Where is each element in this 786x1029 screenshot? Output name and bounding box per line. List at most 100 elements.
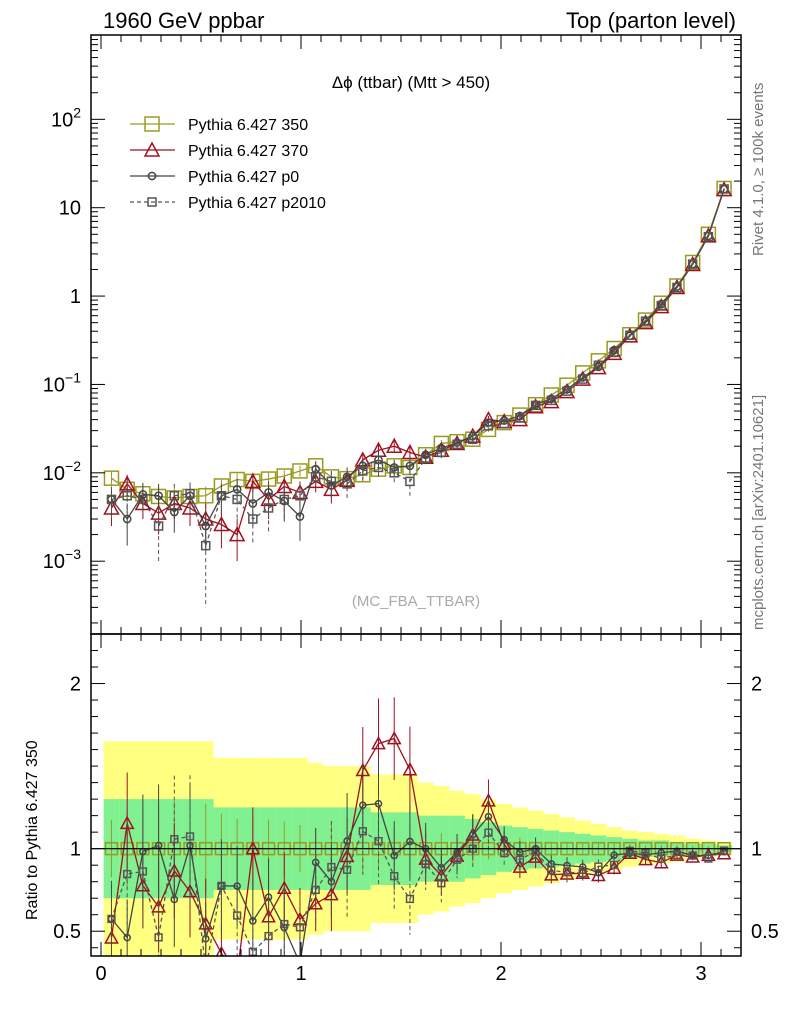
data-point-pythia-6-427-p2010 — [405, 476, 415, 487]
ratio-point-pythia-6-427-p2010 — [452, 855, 462, 864]
data-point-pythia-6-427-p2010 — [279, 494, 290, 505]
ratio-point-pythia-6-427-p2010 — [704, 854, 713, 863]
y-tick-label: 10−1 — [43, 369, 81, 396]
axes — [90, 34, 742, 957]
series-line-pythia-6-427-p2010 — [111, 188, 725, 548]
ratio-point-pythia-6-427-370 — [371, 735, 386, 750]
ratio-point-pythia-6-427-370 — [638, 851, 653, 866]
data-point-pythia-6-427-p2010 — [562, 386, 572, 396]
data-point-pythia-6-427-p2010 — [420, 453, 431, 464]
ratio-point-pythia-6-427-370 — [512, 859, 528, 873]
ratio-point-pythia-6-427-p2010 — [531, 847, 540, 856]
data-point-pythia-6-427-p2010 — [719, 184, 729, 194]
data-point-pythia-6-427-p2010 — [468, 434, 478, 444]
ratio-point-pythia-6-427-370 — [386, 730, 402, 745]
y-tick-label: 10−2 — [43, 458, 81, 485]
ratio-point-pythia-6-427-p2010 — [295, 923, 305, 932]
ratio-point-pythia-6-427-370 — [215, 945, 228, 956]
data-point-pythia-6-427-p2010 — [216, 491, 227, 501]
main-plot-marks — [103, 180, 733, 608]
ratio-point-pythia-6-427-p2010 — [515, 855, 525, 864]
ratio-line-pythia-6-427-370 — [110, 737, 725, 956]
ratio-y-tick-label-right: 1 — [751, 839, 762, 861]
data-point-pythia-6-427-p2010 — [452, 439, 462, 450]
legend-marker-pythia-6-427-350 — [144, 116, 160, 132]
ratio-point-pythia-6-427-p2010 — [688, 851, 697, 860]
ratio-point-pythia-6-427-370 — [119, 815, 135, 830]
data-point-pythia-6-427-350 — [637, 312, 654, 328]
data-point-pythia-6-427-p0 — [232, 485, 242, 494]
ratio-point-pythia-6-427-p2010 — [641, 849, 650, 858]
ratio-point-pythia-6-427-p0 — [610, 851, 618, 859]
series-line-pythia-6-427-350 — [111, 188, 725, 499]
data-point-pythia-6-427-370 — [118, 475, 136, 491]
data-point-pythia-6-427-p2010 — [122, 491, 132, 501]
ratio-point-pythia-6-427-p2010 — [107, 914, 116, 924]
data-point-pythia-6-427-350 — [197, 488, 214, 504]
ratio-point-pythia-6-427-p2010 — [609, 860, 619, 870]
legend-marker-pythia-6-427-p0 — [147, 171, 157, 181]
data-point-pythia-6-427-p2010 — [169, 491, 180, 501]
ratio-point-pythia-6-427-p2010 — [123, 869, 132, 879]
ratio-point-pythia-6-427-p2010 — [358, 827, 367, 836]
data-point-pythia-6-427-p2010 — [687, 259, 698, 269]
ratio-point-pythia-6-427-p2010 — [625, 846, 634, 856]
ratio-point-pythia-6-427-p2010 — [594, 862, 603, 871]
data-point-pythia-6-427-350 — [684, 254, 701, 271]
data-point-pythia-6-427-p2010 — [577, 374, 588, 384]
ratio-point-pythia-6-427-p2010 — [547, 866, 556, 875]
ratio-point-pythia-6-427-p2010 — [405, 894, 415, 904]
data-point-pythia-6-427-p2010 — [593, 360, 604, 370]
data-point-pythia-6-427-p2010 — [546, 395, 557, 406]
ratio-point-pythia-6-427-p0 — [406, 837, 414, 846]
ratio-y-tick-label-right: 0.5 — [751, 921, 779, 943]
legend-label-pythia-6-427-p2010: Pythia 6.427 p2010 — [188, 195, 326, 212]
data-point-pythia-6-427-p0 — [138, 490, 148, 499]
ratio-point-pythia-6-427-p2010 — [185, 832, 195, 841]
data-point-pythia-6-427-370 — [401, 443, 419, 460]
x-tick-label: 0 — [95, 963, 106, 985]
data-point-pythia-6-427-p2010 — [200, 540, 211, 551]
data-point-pythia-6-427-p0 — [122, 514, 132, 524]
tick-labels: 0 1 2 3 102 10 1 10−1 10−2 10−3 2 2 1 1 0.5 0.5 — [43, 104, 779, 985]
data-point-pythia-6-427-p2010 — [530, 400, 541, 411]
data-point-pythia-6-427-370 — [150, 504, 167, 520]
data-point-pythia-6-427-p2010 — [499, 418, 509, 429]
data-point-pythia-6-427-370 — [244, 472, 262, 489]
watermark: (MC_FBA_TTBAR) — [352, 593, 480, 610]
ratio-point-pythia-6-427-p2010 — [154, 933, 163, 942]
ratio-y-axis-label: Ratio to Pythia 6.427 350 — [24, 740, 41, 920]
data-point-pythia-6-427-370 — [228, 526, 246, 542]
side-label-rivet: Rivet 4.1.0, ≥ 100k events — [750, 83, 767, 256]
data-point-pythia-6-427-p0 — [405, 461, 415, 471]
data-point-pythia-6-427-p2010 — [295, 491, 305, 501]
y-tick-label: 1 — [70, 286, 81, 308]
x-tick-label: 3 — [695, 963, 706, 985]
data-point-pythia-6-427-p2010 — [609, 347, 619, 358]
data-point-pythia-6-427-370 — [385, 437, 403, 453]
ratio-point-pythia-6-427-370 — [402, 762, 418, 776]
data-point-pythia-6-427-p0 — [389, 463, 399, 472]
legend-label-pythia-6-427-370: Pythia 6.427 370 — [188, 143, 308, 160]
ratio-point-pythia-6-427-p2010 — [280, 919, 289, 929]
ratio-point-pythia-6-427-p2010 — [421, 859, 430, 869]
ratio-point-pythia-6-427-p2010 — [342, 865, 352, 874]
ratio-point-pythia-6-427-p2010 — [500, 848, 509, 858]
ratio-point-pythia-6-427-p2010 — [138, 867, 148, 876]
legend-label-pythia-6-427-350: Pythia 6.427 350 — [188, 117, 308, 134]
ratio-point-pythia-6-427-370 — [151, 899, 166, 913]
data-point-pythia-6-427-p0 — [358, 461, 368, 471]
ratio-point-pythia-6-427-p2010 — [657, 854, 666, 863]
ratio-point-pythia-6-427-p2010 — [217, 881, 226, 891]
ratio-point-pythia-6-427-p2010 — [202, 965, 209, 972]
data-point-pythia-6-427-p2010 — [263, 503, 274, 513]
ratio-line-pythia-6-427-p2010 — [110, 830, 725, 956]
x-tick-label: 2 — [495, 963, 506, 985]
legend: Pythia 6.427 350 Pythia 6.427 370 Pythia 6… — [130, 116, 326, 212]
data-point-pythia-6-427-p2010 — [625, 330, 635, 341]
legend-marker-pythia-6-427-370 — [143, 141, 161, 157]
data-point-pythia-6-427-p2010 — [342, 479, 352, 489]
data-point-pythia-6-427-p0 — [201, 521, 211, 531]
header-right: Top (parton level) — [566, 8, 736, 33]
ratio-point-pythia-6-427-p2010 — [437, 879, 446, 888]
